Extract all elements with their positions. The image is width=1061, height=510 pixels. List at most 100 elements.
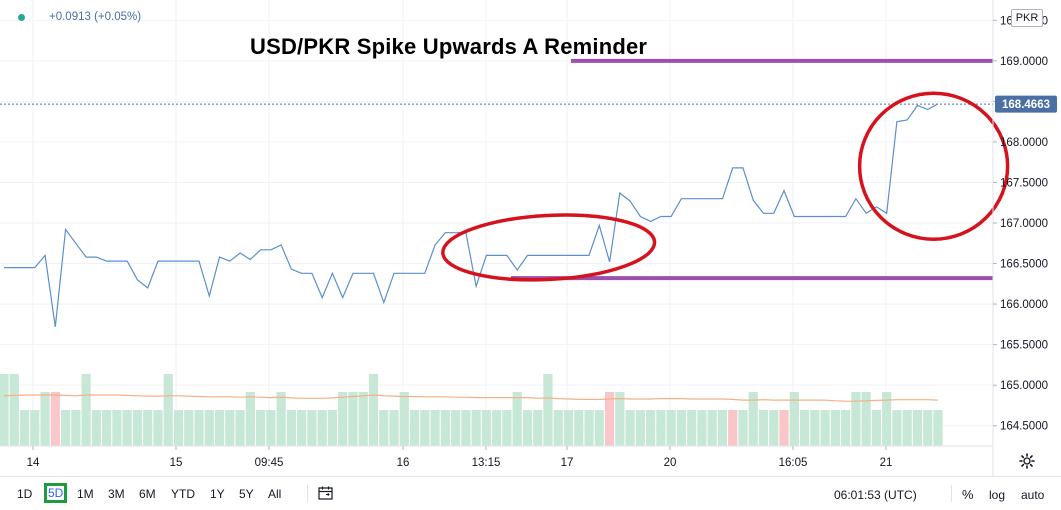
volume-bar bbox=[266, 410, 276, 446]
volume-bar bbox=[379, 410, 389, 446]
volume-bar bbox=[143, 410, 153, 446]
time-tick-label: 14 bbox=[27, 457, 40, 469]
calendar-icon[interactable] bbox=[318, 486, 333, 500]
volume-bar bbox=[861, 392, 871, 446]
volume-bar bbox=[779, 410, 789, 446]
volume-bar bbox=[830, 410, 840, 446]
price-tick-label: 167.0000 bbox=[1000, 218, 1048, 230]
volume-bar bbox=[40, 392, 50, 446]
volume-bar bbox=[687, 410, 697, 446]
volume-bar bbox=[543, 374, 553, 446]
volume-bar bbox=[122, 410, 132, 446]
price-tick-label: 165.0000 bbox=[1000, 380, 1048, 392]
volume-bar bbox=[799, 410, 810, 446]
volume-bar bbox=[50, 392, 60, 446]
volume-bar bbox=[594, 410, 604, 446]
volume-bar bbox=[235, 410, 245, 446]
volume-bar bbox=[102, 410, 112, 446]
price-series-line bbox=[4, 103, 939, 327]
volume-bar bbox=[502, 410, 512, 446]
volume-bar bbox=[358, 392, 368, 446]
range-button-all[interactable]: All bbox=[268, 487, 282, 501]
volume-bar bbox=[194, 410, 204, 446]
time-tick-label: 17 bbox=[561, 457, 574, 469]
range-button-6m[interactable]: 6M bbox=[139, 487, 156, 501]
volume-bar bbox=[9, 374, 19, 446]
volume-bar bbox=[707, 410, 717, 446]
volume-bar bbox=[307, 410, 317, 446]
volume-bar bbox=[738, 410, 748, 446]
time-tick-label: 13:15 bbox=[472, 457, 501, 469]
volume-bar bbox=[245, 392, 255, 446]
volume-bar bbox=[204, 410, 214, 446]
volume-bar bbox=[60, 410, 71, 446]
volume-bar bbox=[882, 392, 892, 446]
range-button-3m[interactable]: 3M bbox=[108, 487, 125, 501]
volume-bar bbox=[461, 410, 471, 446]
volume-bar bbox=[286, 410, 297, 446]
volume-bar bbox=[338, 392, 348, 446]
volume-bar bbox=[112, 410, 122, 446]
volume-bar bbox=[563, 410, 574, 446]
volume-bar bbox=[533, 410, 543, 446]
volume-bar bbox=[522, 410, 533, 446]
volume-bar bbox=[666, 410, 676, 446]
volume-bar bbox=[19, 410, 30, 446]
chart-area[interactable]: 164.5000 165.0000 165.5000 166.0000 166.5000… bbox=[0, 0, 1061, 476]
volume-bar bbox=[163, 374, 173, 446]
volume-bar bbox=[297, 410, 307, 446]
range-button-1d[interactable]: 1D bbox=[17, 487, 33, 501]
volume-bar bbox=[214, 410, 225, 446]
volume-bar bbox=[697, 410, 707, 446]
volume-bar bbox=[892, 410, 902, 446]
volume-bar bbox=[851, 392, 861, 446]
time-tick-label: 09:45 bbox=[255, 457, 284, 469]
volume-bar bbox=[635, 410, 645, 446]
volume-bar bbox=[748, 392, 758, 446]
volume-bar bbox=[625, 410, 635, 446]
volume-bar bbox=[810, 410, 820, 446]
annotation-circle bbox=[441, 213, 657, 282]
price-tick-label: 169.0000 bbox=[1000, 56, 1048, 68]
currency-badge[interactable]: PKR bbox=[1011, 9, 1043, 27]
log-scale-button[interactable]: log bbox=[989, 488, 1006, 502]
utc-clock[interactable]: 06:01:53 (UTC) bbox=[834, 488, 917, 502]
range-button-5d[interactable]: 5D bbox=[44, 483, 68, 503]
volume-bar bbox=[317, 410, 327, 446]
market-status-dot-icon bbox=[18, 13, 25, 21]
volume-bar bbox=[327, 410, 338, 446]
volume-bar bbox=[81, 374, 91, 446]
percent-scale-button[interactable]: % bbox=[962, 487, 974, 502]
range-button-ytd[interactable]: YTD bbox=[171, 487, 195, 501]
volume-bar bbox=[173, 410, 184, 446]
volume-bar bbox=[30, 410, 40, 446]
volume-bar bbox=[492, 410, 502, 446]
volume-bar bbox=[645, 410, 656, 446]
level-lines bbox=[511, 58, 993, 281]
status-line: +0.0913 (+0.05%) bbox=[18, 11, 141, 23]
range-button-1m[interactable]: 1M bbox=[77, 487, 94, 501]
volume-bar bbox=[902, 410, 912, 446]
volume-bar bbox=[276, 392, 286, 446]
time-axis[interactable]: 14 15 09:45 16 13:15 17 20 16:05 21 bbox=[27, 446, 893, 469]
gear-icon[interactable] bbox=[1019, 453, 1035, 469]
range-button-1y[interactable]: 1Y bbox=[210, 487, 225, 501]
time-tick-label: 21 bbox=[880, 457, 893, 469]
volume-bar bbox=[574, 410, 584, 446]
volume-bar bbox=[584, 410, 594, 446]
volume-bar bbox=[225, 410, 235, 446]
current-price-label: 168.4663 bbox=[1002, 99, 1050, 111]
price-axis[interactable]: 164.5000 165.0000 165.5000 166.0000 166.5000… bbox=[993, 15, 1048, 433]
toolbar-divider bbox=[307, 485, 308, 502]
volume-bar bbox=[132, 410, 143, 446]
price-tick-label: 167.5000 bbox=[1000, 177, 1048, 189]
volume-bar bbox=[450, 410, 461, 446]
volume-bar bbox=[676, 410, 687, 446]
volume-bar bbox=[758, 410, 769, 446]
range-button-5y[interactable]: 5Y bbox=[239, 487, 254, 501]
auto-scale-button[interactable]: auto bbox=[1021, 488, 1045, 502]
volume-bar bbox=[717, 410, 728, 446]
volume-bar bbox=[789, 392, 799, 446]
price-tick-label: 166.5000 bbox=[1000, 259, 1048, 271]
volume-bar bbox=[553, 410, 563, 446]
